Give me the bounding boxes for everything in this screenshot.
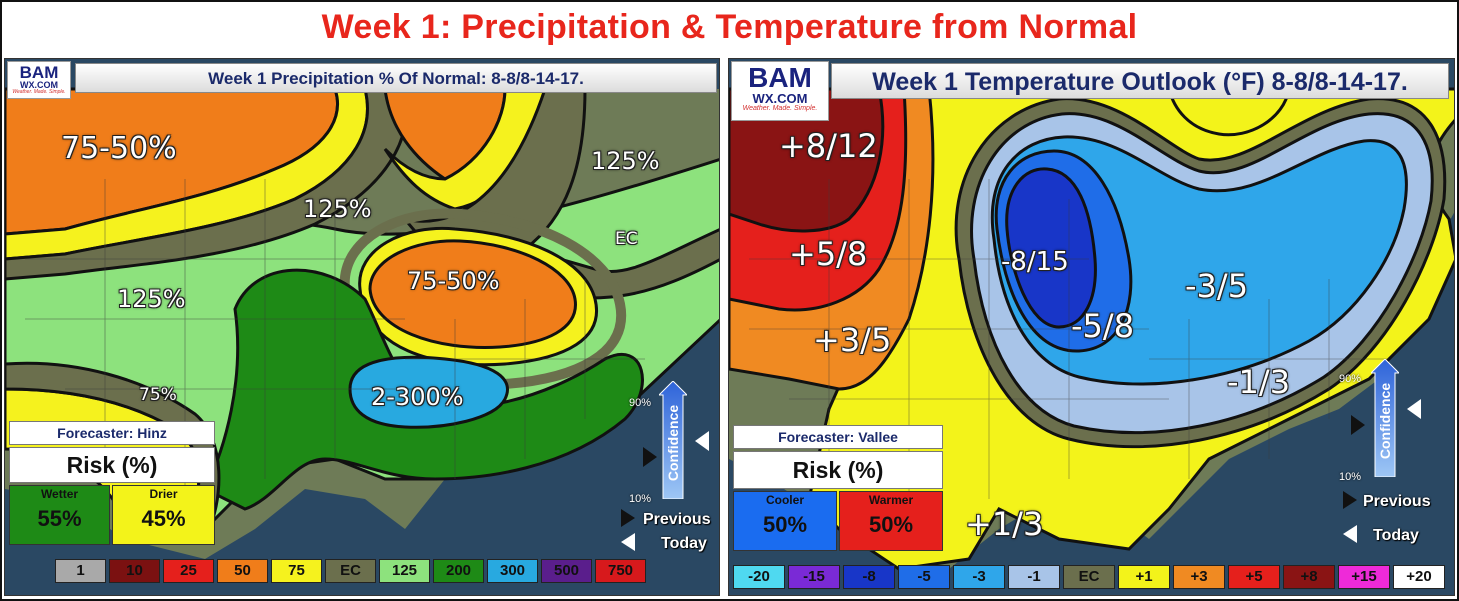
page-title: Week 1: Precipitation & Temperature from… (321, 8, 1138, 46)
logo-site: WX.COM (20, 80, 58, 90)
previous-legend-icon (1343, 491, 1357, 509)
right-legend-chip: -1 (1008, 565, 1060, 589)
left-legend-chip: 75 (271, 559, 322, 583)
zone-plus1-3-north (1167, 87, 1291, 137)
right-legend-chip: +8 (1283, 565, 1335, 589)
map-label: -5/8 (1071, 307, 1135, 345)
forecaster-label: Forecaster: Vallee (733, 425, 943, 449)
risk-cooler-value: 50% (762, 512, 808, 537)
previous-label: Previous (643, 511, 711, 528)
risk-warmer-value: 50% (868, 512, 914, 537)
right-legend-chip: +5 (1228, 565, 1280, 589)
today-legend-icon (1343, 525, 1357, 543)
map-label: 125% (117, 285, 186, 313)
confidence-meter: Confidence (1369, 358, 1401, 478)
right-legend-chip: -8 (843, 565, 895, 589)
bamwx-logo: BAM WX.COM Weather. Made. Simple. (731, 61, 829, 121)
bamwx-logo: BAM WX.COM Weather. Made. Simple. (7, 61, 71, 99)
today-marker-icon (695, 431, 709, 451)
map-label: 125% (591, 147, 660, 175)
state-borders (25, 179, 645, 489)
map-label: 75-50% (61, 131, 177, 166)
right-legend-chip: -15 (788, 565, 840, 589)
left-legend-chip: 25 (163, 559, 214, 583)
left-legend-chip: 750 (595, 559, 646, 583)
previous-marker-icon (1351, 415, 1365, 435)
map-label: -3/5 (1185, 267, 1249, 305)
logo-brand: BAM (19, 63, 59, 82)
confidence-meter: Confidence (657, 380, 689, 500)
right-legend-chip: +20 (1393, 565, 1445, 589)
previous-legend-icon (621, 509, 635, 527)
left-legend-chip: 50 (217, 559, 268, 583)
map-label: 2-300% (371, 383, 464, 411)
risk-drier-label: Drier (149, 487, 178, 501)
logo-tagline: Weather. Made. Simple. (12, 89, 66, 95)
map-label: -8/15 (1001, 247, 1069, 277)
precipitation-legend: 1 10 25 50 75 EC 125 200 300 500 750 (55, 559, 646, 583)
logo-brand: BAM (748, 62, 812, 93)
map-label: +1/3 (965, 505, 1044, 543)
risk-heading: Risk (%) (9, 447, 215, 483)
zone-plus8-12 (729, 87, 885, 233)
temperature-panel: Week 1 Temperature Outlook (°F) 8-8/8-14… (728, 58, 1455, 596)
left-legend-chip: 200 (433, 559, 484, 583)
right-legend-chip: +3 (1173, 565, 1225, 589)
confidence-high: 90% (629, 397, 652, 409)
map-label: +8/12 (779, 127, 878, 165)
right-legend-chip: +1 (1118, 565, 1170, 589)
previous-label: Previous (1363, 493, 1431, 510)
map-label: +5/8 (789, 235, 868, 273)
risk-wetter-label: Wetter (40, 487, 79, 501)
confidence-low: 10% (1339, 471, 1362, 483)
risk-wetter: Wetter 55% (9, 485, 110, 545)
right-legend-chip: +15 (1338, 565, 1390, 589)
precipitation-panel: Week 1 Precipitation % Of Normal: 8-8/8-… (4, 58, 720, 596)
left-legend-chip: 500 (541, 559, 592, 583)
risk-drier-value: 45% (141, 506, 186, 531)
zone-75-50-lakes (368, 239, 577, 349)
risk-drier: Drier 45% (112, 485, 215, 545)
left-legend-chip: 125 (379, 559, 430, 583)
right-legend-chip: -3 (953, 565, 1005, 589)
map-label: -1/3 (1227, 363, 1291, 401)
temperature-legend: -20 -15 -8 -5 -3 -1 EC +1 +3 +5 +8 +15 +20 (733, 565, 1445, 589)
left-legend-chip: 10 (109, 559, 160, 583)
map-label: +3/5 (813, 321, 892, 359)
map-label: 125% (303, 195, 372, 223)
map-label: EC (615, 229, 638, 249)
map-label: 75-50% (407, 267, 500, 295)
logo-tagline: Weather. Made. Simple. (742, 105, 818, 112)
today-marker-icon (1407, 399, 1421, 419)
temperature-title: Week 1 Temperature Outlook (°F) 8-8/8-14… (831, 63, 1449, 99)
risk-cooler: Cooler 50% (733, 491, 837, 551)
right-legend-chip: EC (1063, 565, 1115, 589)
left-legend-chip: 1 (55, 559, 106, 583)
confidence-low: 10% (629, 493, 652, 505)
today-legend-icon (621, 533, 635, 551)
previous-marker-icon (643, 447, 657, 467)
precipitation-title: Week 1 Precipitation % Of Normal: 8-8/8-… (75, 63, 717, 93)
today-label: Today (661, 535, 707, 552)
right-legend-chip: -5 (898, 565, 950, 589)
right-legend-chip: -20 (733, 565, 785, 589)
confidence-high: 90% (1339, 373, 1362, 385)
risk-warmer-label: Warmer (868, 493, 914, 507)
confidence-label: Confidence (1377, 382, 1393, 460)
today-label: Today (1373, 527, 1419, 544)
risk-heading: Risk (%) (733, 451, 943, 489)
zone-300-southeast (348, 355, 509, 429)
forecaster-label: Forecaster: Hinz (9, 421, 215, 445)
zone-minus8-15 (1005, 167, 1097, 329)
confidence-label: Confidence (665, 404, 681, 482)
left-legend-chip: EC (325, 559, 376, 583)
logo-site: WX.COM (752, 91, 808, 106)
zone-200-central (202, 268, 644, 511)
risk-warmer: Warmer 50% (839, 491, 943, 551)
left-legend-chip: 300 (487, 559, 538, 583)
map-label: 75% (139, 385, 177, 405)
temperature-map (729, 59, 1454, 595)
risk-cooler-label: Cooler (765, 493, 804, 507)
risk-wetter-value: 55% (10, 502, 109, 536)
